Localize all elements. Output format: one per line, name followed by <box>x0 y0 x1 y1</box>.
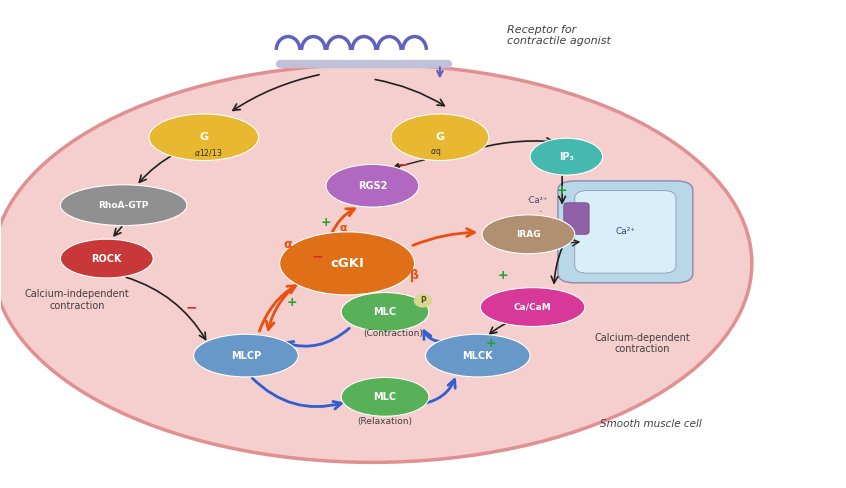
Ellipse shape <box>341 377 429 416</box>
Ellipse shape <box>530 138 602 175</box>
Text: RhoA-GTP: RhoA-GTP <box>98 201 149 210</box>
FancyArrowPatch shape <box>252 378 342 409</box>
Text: IRAG: IRAG <box>516 230 541 239</box>
Text: −: − <box>396 157 408 171</box>
Ellipse shape <box>194 334 298 377</box>
FancyArrowPatch shape <box>332 209 354 234</box>
Text: MLCK: MLCK <box>463 350 493 361</box>
FancyArrowPatch shape <box>260 286 295 331</box>
FancyArrowPatch shape <box>552 220 577 283</box>
Text: MLCP: MLCP <box>231 350 261 361</box>
Text: ·Ca²⁺: ·Ca²⁺ <box>526 196 547 205</box>
Text: RGS2: RGS2 <box>358 181 387 191</box>
FancyArrowPatch shape <box>490 320 514 334</box>
Text: −: − <box>185 300 197 314</box>
Text: G: G <box>199 132 208 142</box>
Text: Ca/CaM: Ca/CaM <box>514 303 552 311</box>
Text: ROCK: ROCK <box>91 254 122 264</box>
Text: Receptor for
contractile agonist: Receptor for contractile agonist <box>508 24 611 46</box>
Ellipse shape <box>149 114 259 161</box>
Text: cGKI: cGKI <box>330 257 364 270</box>
FancyArrowPatch shape <box>423 380 455 404</box>
Text: Calcium-independent
contraction: Calcium-independent contraction <box>25 289 129 310</box>
Ellipse shape <box>341 292 429 331</box>
Text: +: + <box>485 337 496 350</box>
Text: (Relaxation): (Relaxation) <box>358 417 413 426</box>
Text: $\alpha$12/13: $\alpha$12/13 <box>194 147 222 158</box>
FancyArrowPatch shape <box>559 177 565 203</box>
Ellipse shape <box>426 334 530 377</box>
FancyArrowPatch shape <box>375 80 444 106</box>
Text: MLC: MLC <box>373 307 397 317</box>
Text: Calcium-dependent
contraction: Calcium-dependent contraction <box>595 333 690 354</box>
FancyArrowPatch shape <box>266 280 303 329</box>
Text: $\alpha$q: $\alpha$q <box>430 147 441 158</box>
Ellipse shape <box>326 164 419 207</box>
FancyBboxPatch shape <box>563 203 589 234</box>
Text: α: α <box>283 238 293 250</box>
FancyArrowPatch shape <box>140 153 176 182</box>
Ellipse shape <box>391 114 489 161</box>
Text: MLC: MLC <box>373 392 397 402</box>
FancyArrowPatch shape <box>468 138 553 151</box>
Ellipse shape <box>482 215 574 254</box>
FancyBboxPatch shape <box>558 181 693 283</box>
FancyBboxPatch shape <box>574 191 676 273</box>
Ellipse shape <box>60 239 153 278</box>
Ellipse shape <box>60 185 187 225</box>
Text: IP₃: IP₃ <box>559 152 574 162</box>
Text: β: β <box>410 269 419 282</box>
Ellipse shape <box>280 232 415 295</box>
Text: (Contraction): (Contraction) <box>364 329 424 338</box>
Ellipse shape <box>414 294 432 307</box>
FancyArrowPatch shape <box>114 227 122 236</box>
Text: Smooth muscle cell: Smooth muscle cell <box>600 419 701 428</box>
FancyArrowPatch shape <box>285 328 349 349</box>
FancyArrowPatch shape <box>393 160 425 169</box>
Text: +: + <box>321 216 332 229</box>
FancyArrowPatch shape <box>126 277 206 340</box>
Text: +: + <box>497 269 508 282</box>
Ellipse shape <box>0 64 752 462</box>
Text: −: − <box>312 249 323 263</box>
Text: Ca²⁺: Ca²⁺ <box>615 227 635 236</box>
Text: P: P <box>420 296 426 305</box>
Ellipse shape <box>481 287 585 326</box>
Text: +: + <box>557 184 568 197</box>
FancyArrowPatch shape <box>413 229 475 245</box>
Text: +: + <box>287 296 298 309</box>
FancyArrowPatch shape <box>233 75 319 110</box>
Text: α: α <box>339 223 347 233</box>
Text: G: G <box>436 132 444 142</box>
Text: ·: · <box>539 207 543 218</box>
FancyArrowPatch shape <box>559 239 579 246</box>
FancyArrowPatch shape <box>424 331 448 342</box>
